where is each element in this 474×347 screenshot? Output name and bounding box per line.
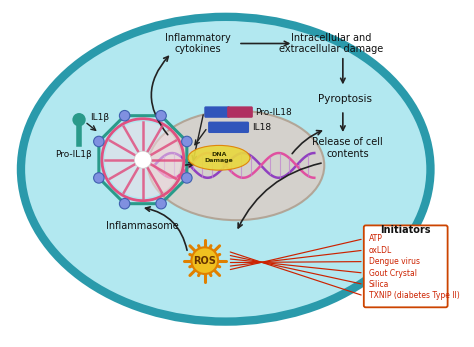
- Text: Initiators: Initiators: [381, 225, 431, 235]
- Circle shape: [134, 151, 151, 168]
- Text: Inflammasome: Inflammasome: [107, 221, 179, 231]
- Text: TXNIP (diabetes Type II): TXNIP (diabetes Type II): [369, 291, 459, 301]
- Text: Inflammatory
cytokines: Inflammatory cytokines: [165, 33, 231, 54]
- Text: Pro-IL1β: Pro-IL1β: [55, 150, 91, 159]
- Circle shape: [73, 113, 86, 126]
- Circle shape: [182, 173, 192, 183]
- Circle shape: [119, 198, 130, 209]
- Circle shape: [156, 198, 166, 209]
- Text: DNA
Damage: DNA Damage: [205, 152, 233, 163]
- Circle shape: [119, 110, 130, 121]
- Text: IL18: IL18: [252, 123, 272, 132]
- Ellipse shape: [148, 111, 324, 220]
- Text: ROS: ROS: [193, 256, 216, 266]
- Ellipse shape: [21, 17, 430, 322]
- Ellipse shape: [188, 145, 250, 170]
- Circle shape: [191, 247, 218, 274]
- Circle shape: [94, 136, 104, 147]
- FancyBboxPatch shape: [208, 121, 249, 133]
- Text: Silica: Silica: [369, 280, 389, 289]
- Circle shape: [156, 110, 166, 121]
- Circle shape: [94, 173, 104, 183]
- Text: Pyroptosis: Pyroptosis: [318, 94, 372, 104]
- Text: ATP: ATP: [369, 234, 383, 243]
- Text: Gout Crystal: Gout Crystal: [369, 269, 417, 278]
- Circle shape: [105, 121, 181, 198]
- FancyBboxPatch shape: [364, 226, 447, 307]
- Text: Release of cell
contents: Release of cell contents: [312, 137, 383, 159]
- FancyBboxPatch shape: [204, 107, 230, 118]
- Text: Intracellular and
extracellular damage: Intracellular and extracellular damage: [279, 33, 383, 54]
- Circle shape: [182, 136, 192, 147]
- Text: Dengue virus: Dengue virus: [369, 257, 419, 266]
- FancyBboxPatch shape: [227, 107, 253, 118]
- Text: Pro-IL18: Pro-IL18: [255, 108, 292, 117]
- Text: oxLDL: oxLDL: [369, 246, 392, 255]
- Text: IL1β: IL1β: [91, 113, 109, 122]
